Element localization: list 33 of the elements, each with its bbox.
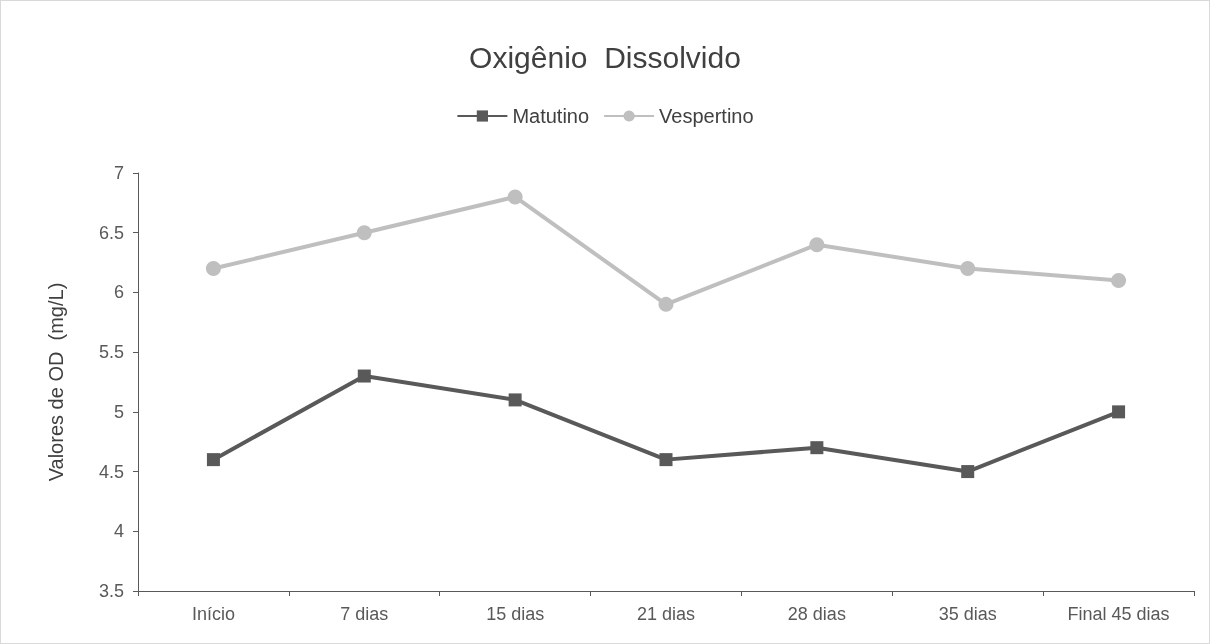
point	[810, 441, 824, 455]
point	[356, 225, 372, 241]
point	[658, 296, 674, 312]
y-tick-label: 7	[113, 163, 124, 183]
y-tick-label: 4	[113, 521, 124, 542]
y-tick-label: 5.5	[98, 342, 124, 363]
point	[1111, 272, 1127, 288]
point	[205, 261, 221, 277]
y-tick-label: 6.5	[98, 222, 124, 243]
point	[357, 369, 371, 383]
x-tick-label: 7 dias	[340, 604, 389, 624]
y-tick-label: 5	[113, 401, 124, 422]
point	[961, 465, 975, 479]
legend-label: Matutino	[512, 105, 590, 127]
x-tick-label: 28 dias	[787, 604, 846, 624]
x-tick-label: 21 dias	[636, 604, 696, 624]
x-tick-label: 15 dias	[486, 604, 545, 624]
y-tick-label: 4.5	[98, 461, 124, 482]
point	[659, 453, 673, 467]
y-tick-label: 3.5	[98, 581, 124, 601]
x-tick-label: 35 dias	[938, 604, 997, 624]
point	[1112, 405, 1126, 419]
point	[809, 237, 825, 253]
point	[508, 393, 522, 407]
x-tick-label: Início	[191, 604, 235, 624]
x-tick-label: Final 45 dias	[1067, 604, 1170, 624]
point	[960, 261, 976, 277]
legend-label: Vespertino	[659, 105, 754, 127]
y-axis-title: Valores de OD (mg/L)	[45, 282, 67, 482]
y-tick-label: 6	[113, 282, 124, 303]
point	[507, 189, 523, 205]
chart-title: Oxigênio Dissolvido	[469, 40, 741, 74]
point	[206, 453, 220, 467]
